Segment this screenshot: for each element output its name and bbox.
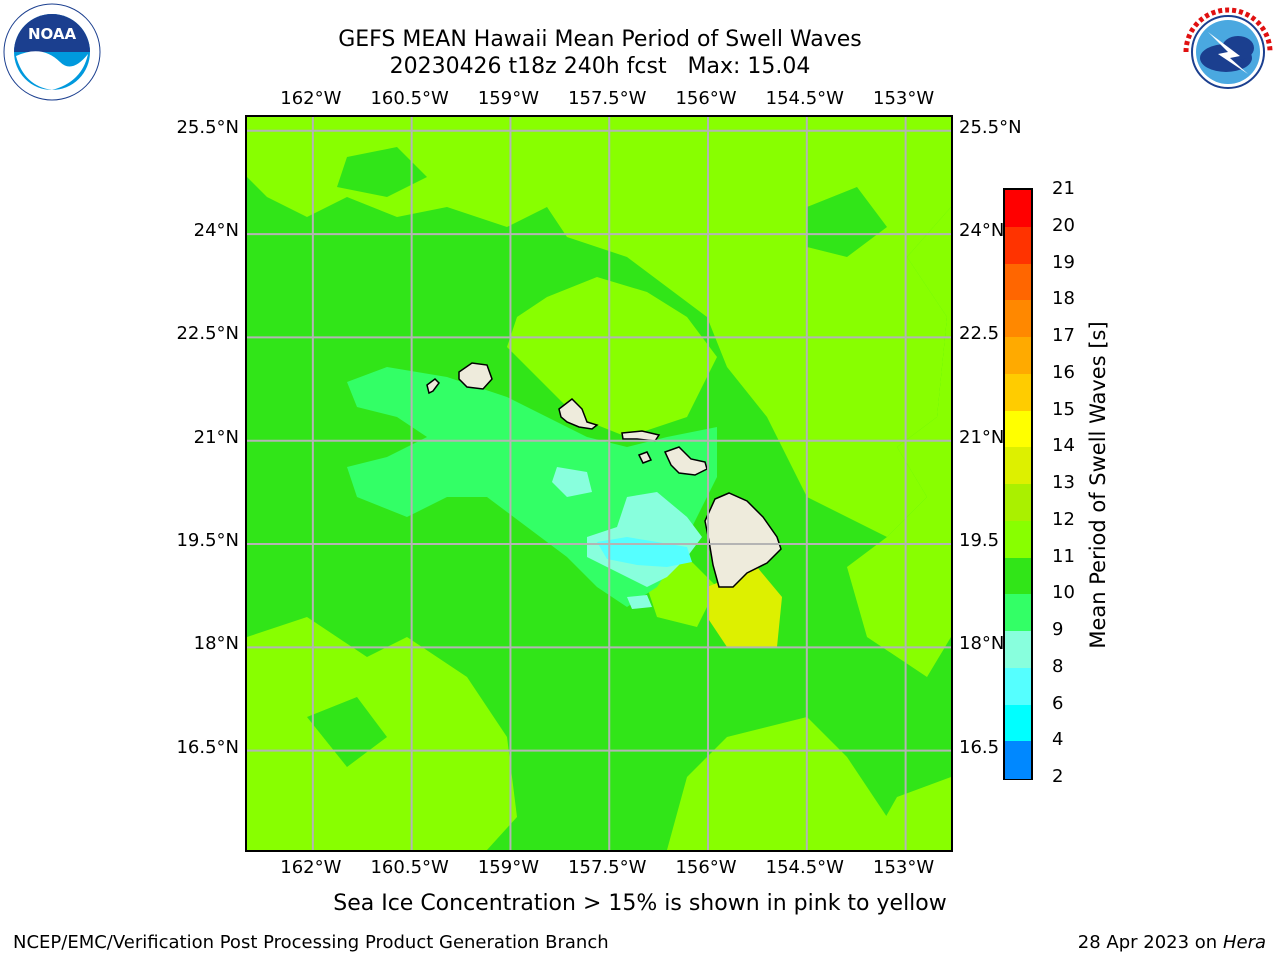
colorbar-segment [1005, 373, 1031, 411]
footer-credit: NCEP/EMC/Verification Post Processing Pr… [13, 932, 609, 953]
lat-tick-label-left: 25.5°N [176, 116, 239, 138]
colorbar-tick-label: 20 [1052, 214, 1075, 236]
colorbar-tick-label: 12 [1052, 508, 1075, 530]
lon-tick-label: 159°W [477, 88, 540, 109]
colorbar-tick-label: 17 [1052, 325, 1075, 346]
colorbar-segment [1005, 631, 1031, 669]
colorbar-tick-label: 2 [1052, 766, 1064, 787]
lat-tick-label-left: 16.5°N [176, 736, 239, 758]
lon-tick-label: 162°W [280, 88, 342, 109]
lon-tick-label: 162°W [280, 857, 342, 878]
lon-tick-label: 153°W [873, 857, 935, 878]
colorbar [1003, 188, 1033, 780]
footer-date: 28 Apr 2023 on Hera [1078, 932, 1266, 953]
lon-tick-label: 160.5°W [370, 88, 449, 109]
lat-tick-label-right: 18°N [959, 633, 1005, 655]
colorbar-segment [1005, 410, 1031, 448]
colorbar-segment [1005, 300, 1031, 338]
island-oahu [558, 398, 599, 430]
colorbar-segment [1005, 704, 1031, 742]
colorbar-tick-label: 15 [1052, 398, 1075, 420]
lon-tick-label: 157.5°W [568, 88, 647, 109]
colorbar-tick-label: 4 [1052, 729, 1064, 751]
island-niihau [426, 378, 440, 395]
footer-host: Hera [1222, 932, 1266, 953]
map-panel [245, 115, 953, 852]
colorbar-title: Mean Period of Swell Waves [s] [1086, 321, 1110, 649]
colorbar-segment [1005, 447, 1031, 485]
noaa-logo: NOAA [2, 2, 102, 102]
colorbar-tick-label: 21 [1052, 178, 1075, 199]
lat-tick-label-right: 19.5 [959, 530, 1000, 552]
colorbar-segment [1005, 484, 1031, 522]
lon-tick-label: 154.5°W [765, 857, 844, 878]
lat-tick-label-left: 21°N [193, 426, 239, 448]
colorbar-segment [1005, 741, 1031, 779]
lon-tick-label: 159°W [477, 857, 540, 878]
lon-tick-label: 160.5°W [370, 857, 449, 878]
colorbar-segment [1005, 337, 1031, 375]
map-caption: Sea Ice Concentration > 15% is shown in … [333, 891, 947, 916]
colorbar-segment [1005, 520, 1031, 558]
lon-tick-label: 156°W [675, 88, 737, 109]
islands [426, 362, 782, 588]
lat-tick-label-left: 18°N [193, 633, 239, 655]
island-maui [663, 446, 708, 476]
lon-tick-label: 156°W [675, 857, 737, 878]
colorbar-segment [1005, 594, 1031, 632]
colorbar-tick-label: 10 [1052, 582, 1075, 604]
chart-title: GEFS MEAN Hawaii Mean Period of Swell Wa… [338, 27, 862, 52]
colorbar-tick-label: 19 [1052, 251, 1075, 273]
colorbar-segment [1005, 557, 1031, 595]
lat-tick-label-right: 21°N [959, 426, 1005, 448]
footer-date-text: 28 Apr 2023 on [1077, 932, 1223, 953]
colorbar-tick-label: 11 [1052, 545, 1075, 567]
colorbar-tick-label: 8 [1052, 655, 1064, 677]
national-weather-service-logo [1178, 2, 1278, 102]
contour-11-12 [307, 147, 887, 767]
lat-tick-label-left: 24°N [193, 220, 239, 242]
island-lanai [637, 451, 653, 464]
lat-tick-label-right: 22.5 [959, 323, 1000, 345]
colorbar-segment [1005, 263, 1031, 301]
lon-tick-label: 154.5°W [765, 88, 844, 109]
colorbar-segment [1005, 226, 1031, 264]
island-kauai [458, 362, 493, 390]
noaa-logo-text: NOAA [28, 25, 77, 43]
lat-tick-label-left: 22.5°N [176, 323, 239, 345]
colorbar-segment [1005, 190, 1031, 228]
colorbar-segment [1005, 667, 1031, 705]
colorbar-tick-label: 9 [1052, 619, 1064, 640]
lat-tick-label-left: 19.5°N [176, 530, 239, 552]
lon-tick-label: 153°W [873, 88, 935, 109]
colorbar-tick-label: 6 [1052, 692, 1064, 714]
lat-tick-label-right: 16.5 [959, 736, 1000, 758]
gridlines [247, 117, 951, 850]
lon-tick-label: 157.5°W [568, 857, 647, 878]
contour-12-13 [247, 117, 951, 850]
chart-subtitle: 20230426 t18z 240h fcst Max: 15.04 [389, 54, 811, 79]
lat-tick-label-right: 25.5°N [959, 116, 1022, 138]
colorbar-tick-label: 18 [1052, 288, 1075, 310]
colorbar-tick-label: 16 [1052, 361, 1075, 383]
colorbar-tick-label: 14 [1052, 435, 1075, 457]
colorbar-tick-label: 13 [1052, 472, 1075, 493]
lat-tick-label-right: 24°N [959, 220, 1005, 242]
swell-period-map [247, 117, 951, 850]
